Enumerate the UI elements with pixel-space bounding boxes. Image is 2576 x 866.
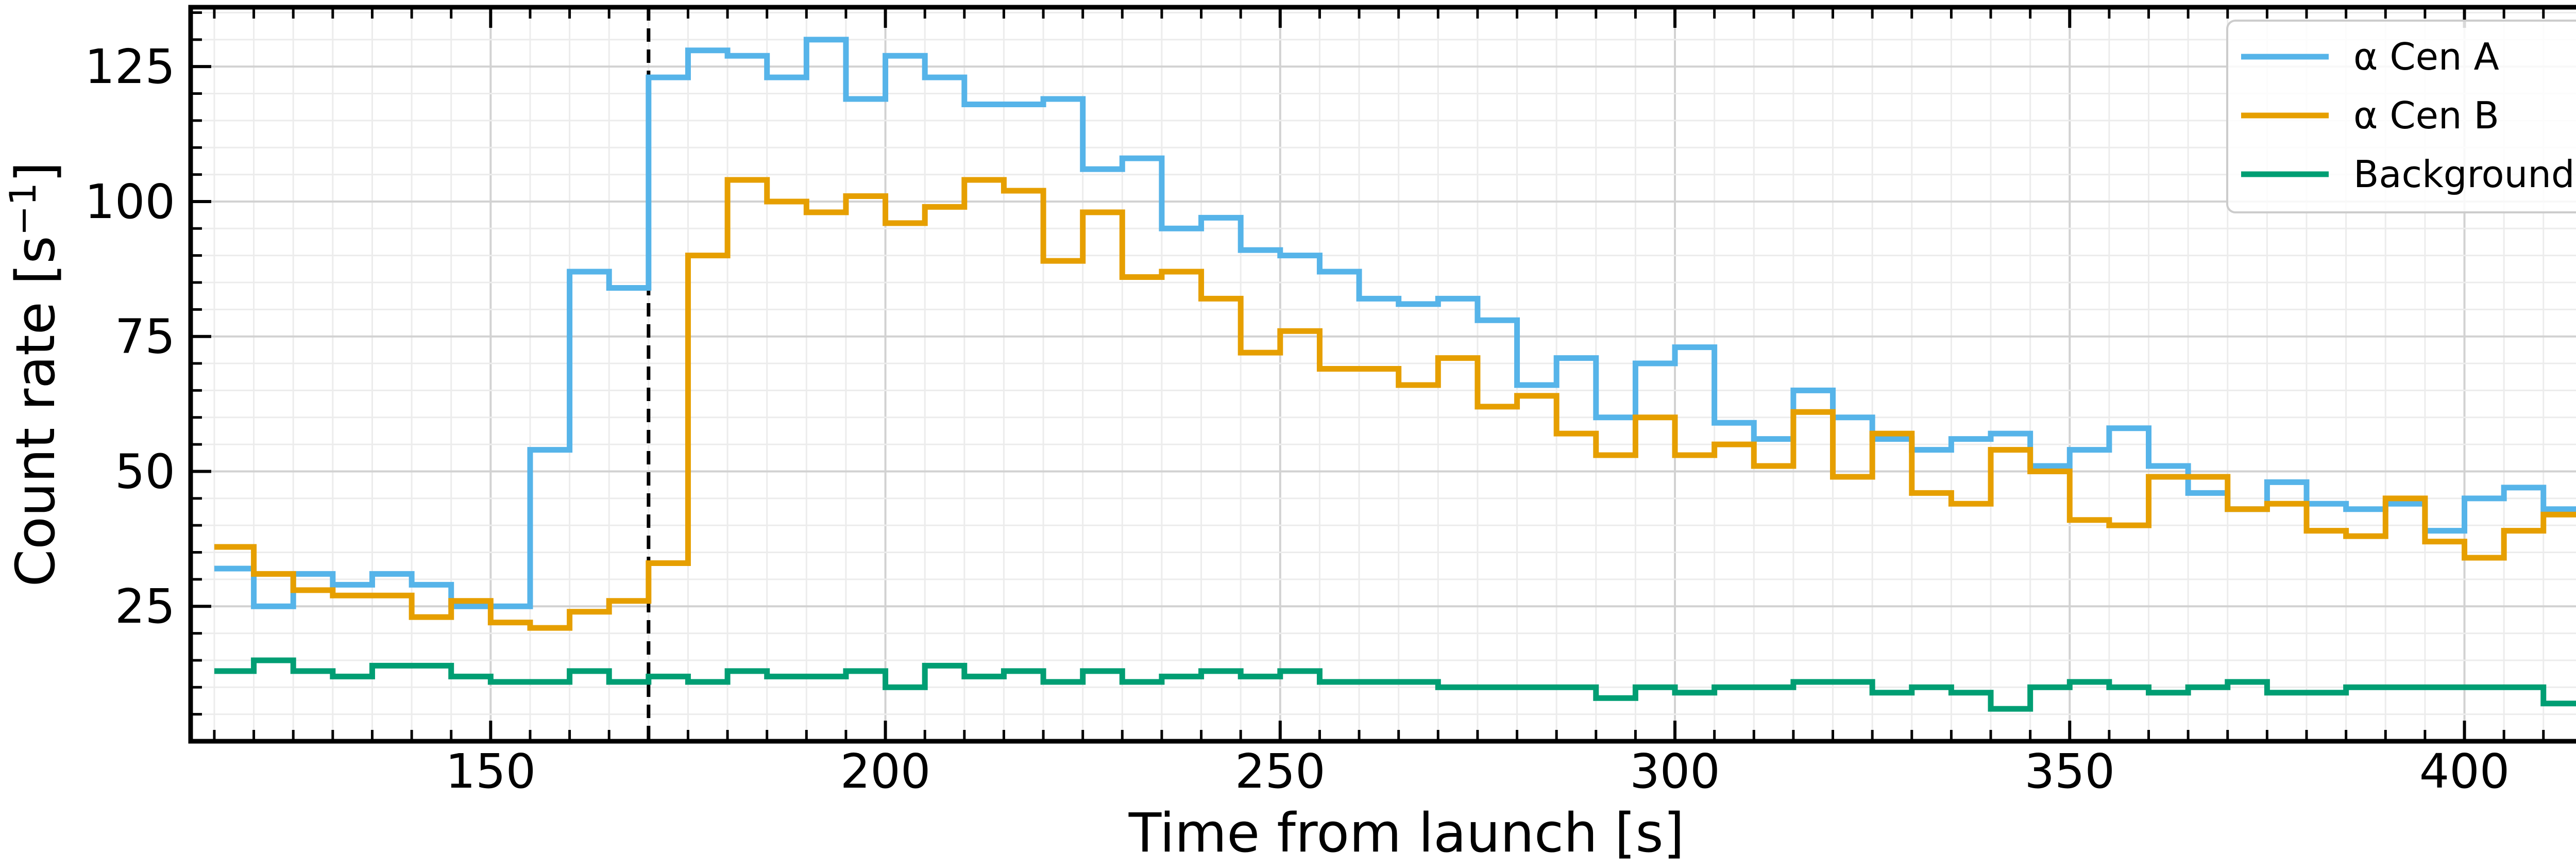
x-tick-label: 200 bbox=[840, 744, 931, 799]
x-axis-label: Time from launch [s] bbox=[1128, 802, 1685, 864]
x-tick-label: 400 bbox=[2419, 744, 2510, 799]
series-line-3 bbox=[214, 657, 2576, 712]
x-tick-label: 350 bbox=[2024, 744, 2115, 799]
y-tick-label: 75 bbox=[115, 309, 175, 364]
y-tick-label: 100 bbox=[84, 174, 175, 229]
plot-frame bbox=[188, 5, 2576, 744]
legend-label: Background bbox=[2353, 153, 2575, 196]
y-tick-labels: 25 50 75 100 125 bbox=[84, 39, 175, 634]
y-axis-label: Count rate [s−1] bbox=[2, 162, 67, 587]
legend-label: α Cen A bbox=[2353, 35, 2499, 78]
y-tick-label: 50 bbox=[115, 444, 175, 499]
ticks bbox=[191, 7, 2545, 741]
legend-label: α Cen B bbox=[2353, 94, 2499, 137]
series-line-1 bbox=[214, 37, 2576, 609]
y-axis-label-main: Count rate [s bbox=[4, 236, 67, 587]
x-tick-label: 250 bbox=[1235, 744, 1326, 799]
y-tick-label: 25 bbox=[115, 579, 175, 634]
x-tick-label: 150 bbox=[446, 744, 536, 799]
x-tick-labels: 150 200 250 300 350 400 bbox=[446, 744, 2510, 799]
series-line-2 bbox=[214, 177, 2576, 631]
legend-frame bbox=[2226, 20, 2576, 213]
y-axis-label-close: ] bbox=[4, 162, 67, 183]
x-tick-label: 300 bbox=[1630, 744, 1720, 799]
series-lines bbox=[214, 37, 2576, 712]
y-tick-label: 125 bbox=[84, 39, 175, 94]
gridlines bbox=[191, 7, 2576, 741]
legend: α Cen A α Cen B Background bbox=[2226, 20, 2576, 213]
y-axis-label-exponent: −1 bbox=[2, 182, 44, 236]
